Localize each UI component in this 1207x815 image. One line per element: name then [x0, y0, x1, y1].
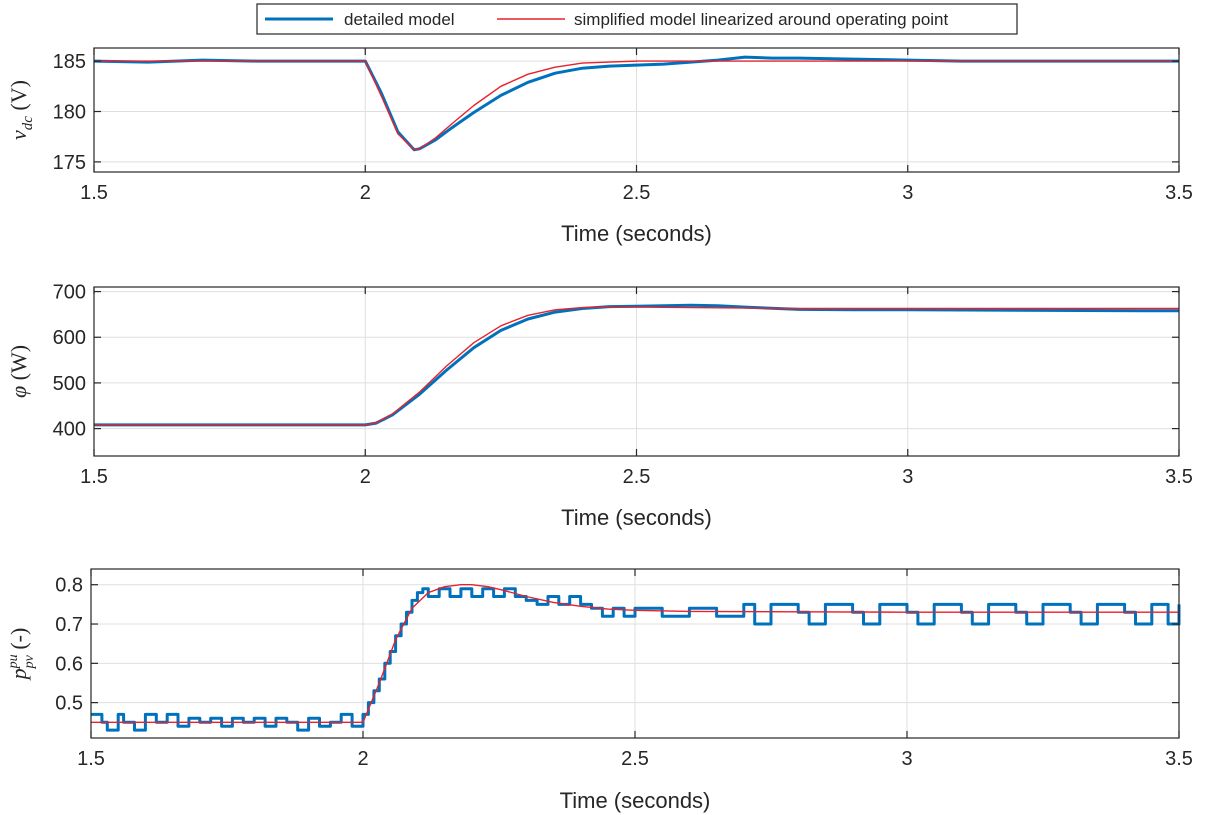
y-axis-label: φ (W) [6, 345, 31, 398]
legend: detailed model simplified model lineariz… [256, 3, 1018, 35]
y-tick-label: 175 [53, 152, 86, 174]
series-line-simplified-model [94, 60, 1179, 151]
x-tick-label: 2 [360, 466, 371, 488]
x-axis-label: Time (seconds) [560, 788, 711, 813]
x-tick-label: 3.5 [1165, 182, 1193, 204]
panel-ppv: 1.5 2 2.5 3 3.5 0.5 0.6 0.7 0.8 Time (seconds) ppu… [6, 568, 1193, 813]
x-tick-label: 3 [901, 748, 912, 770]
y-tick-label: 0.8 [55, 575, 83, 597]
legend-label-detailed: detailed model [344, 10, 455, 29]
panel-phi: 1.5 2 2.5 3 3.5 400 500 600 700 Time (seconds) φ (… [6, 282, 1193, 530]
x-tick-label: 1.5 [80, 466, 108, 488]
y-axis-label: ppupv (-) [6, 628, 37, 682]
y-tick-label: 185 [53, 51, 86, 73]
x-tick-label: 3.5 [1165, 466, 1193, 488]
x-axis-label: Time (seconds) [561, 505, 712, 530]
y-tick-label: 0.7 [55, 614, 83, 636]
y-tick-label: 500 [53, 373, 86, 395]
x-tick-label: 2.5 [623, 466, 651, 488]
series-line-simplified-model [94, 306, 1179, 426]
legend-label-simplified: simplified model linearized around opera… [574, 10, 949, 29]
x-tick-label: 3 [902, 466, 913, 488]
panel-vdc: 1.5 2 2.5 3 3.5 175 180 185 Time (seconds) vdc (V… [6, 47, 1193, 246]
y-tick-label: 600 [53, 327, 86, 349]
x-axis-label: Time (seconds) [561, 221, 712, 246]
y-axis-label: vdc (V) [6, 80, 36, 140]
x-tick-label: 2.5 [623, 182, 651, 204]
legend-box [256, 3, 1018, 35]
x-tick-label: 1.5 [80, 182, 108, 204]
y-tick-label: 400 [53, 419, 86, 441]
x-tick-label: 2 [357, 748, 368, 770]
y-tick-label: 700 [53, 282, 86, 304]
y-tick-label: 0.6 [55, 653, 83, 675]
series-line-detailed-model [91, 587, 1181, 732]
x-tick-label: 2 [360, 182, 371, 204]
x-tick-label: 3.5 [1165, 748, 1193, 770]
x-tick-label: 1.5 [77, 748, 105, 770]
x-tick-label: 2.5 [621, 748, 649, 770]
y-tick-label: 180 [53, 102, 86, 124]
x-tick-label: 3 [902, 182, 913, 204]
series-line-simplified-model [91, 584, 1179, 723]
y-tick-label: 0.5 [55, 693, 83, 715]
